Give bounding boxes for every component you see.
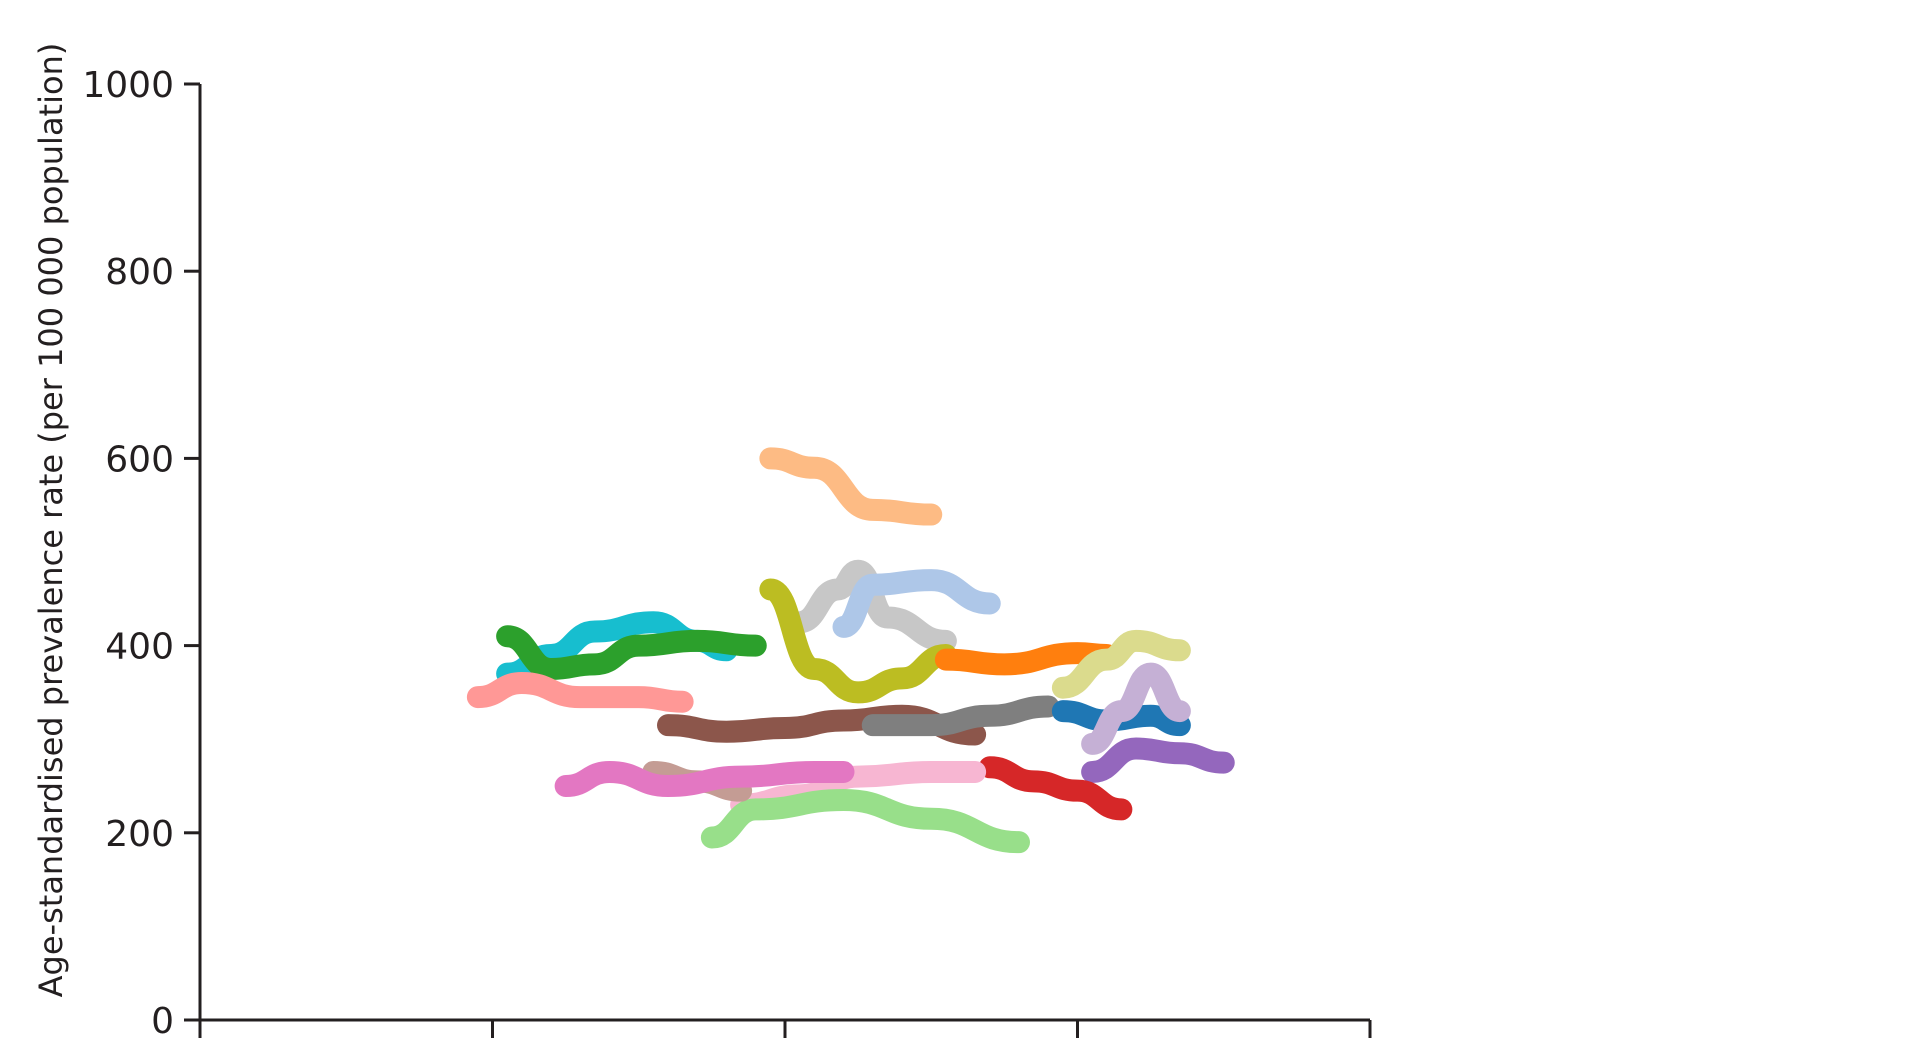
y-tick-label: 200 <box>105 814 174 855</box>
series-line-19 <box>554 760 855 797</box>
series-line-13 <box>1081 662 1191 755</box>
y-tick-label: 0 <box>151 1001 174 1042</box>
series-line-15 <box>978 756 1133 821</box>
y-tick-label: 800 <box>105 252 174 293</box>
series-line-6 <box>1051 629 1191 699</box>
series-line-9 <box>466 672 694 713</box>
series-line-1 <box>759 447 943 526</box>
series-line-17 <box>700 789 1030 854</box>
y-tick-label: 400 <box>105 627 174 668</box>
y-tick-label: 1000 <box>82 65 174 106</box>
series-line-8 <box>496 625 767 680</box>
y-ticks: 0 200 400 600 800 1000 <box>82 65 200 1042</box>
series-line-3 <box>832 569 1001 638</box>
x-ticks <box>198 1020 1372 1038</box>
y-tick-label: 600 <box>105 439 174 480</box>
series-line-2 <box>788 559 957 652</box>
series-line-14 <box>1081 737 1235 783</box>
y-axis-title-group: Age-standardised prevalence rate (per 10… <box>32 43 70 998</box>
y-axis-title: Age-standardised prevalence rate (per 10… <box>32 43 70 998</box>
series-line-4 <box>759 578 957 704</box>
series-group <box>466 447 1235 854</box>
series-line-11 <box>861 695 1060 737</box>
